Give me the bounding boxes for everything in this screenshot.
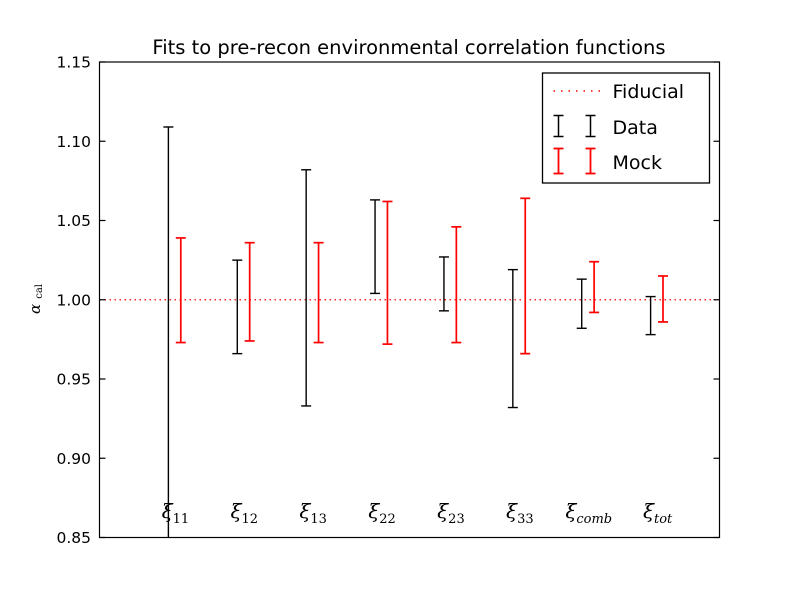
x-category-label-ξtot: ξtot bbox=[643, 499, 673, 527]
errorbar-mock-ξ11 bbox=[175, 237, 186, 344]
errorbar-data-ξ22 bbox=[370, 199, 381, 295]
x-label-subscript: comb bbox=[576, 512, 612, 527]
x-category-label-ξ13: ξ13 bbox=[299, 499, 327, 527]
x-label-subscript: 12 bbox=[242, 512, 259, 527]
errorbar-data-ξcomb bbox=[576, 278, 587, 329]
errorbar-data-ξ33 bbox=[507, 268, 518, 409]
legend-label-mock: Mock bbox=[613, 152, 662, 174]
legend-label-data: Data bbox=[613, 117, 658, 139]
errorbar-mock-ξ13 bbox=[313, 241, 324, 344]
y-axis-label: α cal bbox=[25, 284, 45, 314]
y-tick-label: 1.15 bbox=[56, 54, 91, 72]
errorbar-data-ξ13 bbox=[301, 169, 312, 407]
legend-entry-fiducial: Fiducial bbox=[553, 81, 685, 103]
y-axis-label-subscript: cal bbox=[34, 284, 45, 299]
y-tick-label: 0.90 bbox=[56, 450, 91, 468]
legend-label-fiducial: Fiducial bbox=[613, 81, 685, 103]
errorbar-mock-ξ23 bbox=[451, 225, 462, 344]
errorbar-mock-ξ12 bbox=[244, 241, 255, 342]
errorbar-mock-ξtot bbox=[658, 275, 669, 323]
y-tick-label: 0.95 bbox=[56, 371, 91, 389]
x-category-label-ξ33: ξ33 bbox=[506, 499, 534, 527]
x-label-symbol: ξ bbox=[162, 499, 174, 523]
x-category-label-ξ12: ξ12 bbox=[230, 499, 258, 527]
x-label-symbol: ξ bbox=[643, 499, 655, 523]
x-label-symbol: ξ bbox=[299, 499, 311, 523]
y-tick-label: 0.85 bbox=[56, 529, 91, 547]
x-category-label-ξ23: ξ23 bbox=[437, 499, 465, 527]
legend-entry-mock: Mock bbox=[553, 147, 662, 175]
x-label-symbol: ξ bbox=[565, 499, 577, 523]
x-category-label-ξcomb: ξcomb bbox=[565, 499, 612, 527]
x-category-label-ξ11: ξ11 bbox=[162, 499, 190, 527]
x-label-symbol: ξ bbox=[506, 499, 518, 523]
errorbar-data-ξ11 bbox=[163, 126, 174, 538]
errorbar-mock-ξ22 bbox=[382, 200, 393, 345]
errorbar-data-ξ12 bbox=[232, 259, 243, 355]
x-label-subscript: 22 bbox=[379, 512, 396, 527]
x-label-subscript: 13 bbox=[310, 512, 327, 527]
y-axis-label-symbol: α bbox=[26, 304, 44, 314]
x-label-subscript: 33 bbox=[517, 512, 534, 527]
errorbar-mock-ξcomb bbox=[589, 260, 600, 314]
errorbar-data-ξ23 bbox=[438, 256, 449, 312]
x-label-subscript: 23 bbox=[448, 512, 465, 527]
y-tick-label: 1.00 bbox=[56, 291, 91, 309]
legend-entry-data: Data bbox=[553, 114, 658, 139]
x-label-symbol: ξ bbox=[437, 499, 449, 523]
y-tick-label: 1.10 bbox=[56, 133, 91, 151]
y-tick-label: 1.05 bbox=[56, 212, 91, 230]
x-label-symbol: ξ bbox=[368, 499, 380, 523]
x-label-subscript: tot bbox=[654, 512, 673, 527]
x-category-label-ξ22: ξ22 bbox=[368, 499, 396, 527]
legend-box bbox=[541, 72, 711, 184]
x-label-symbol: ξ bbox=[230, 499, 242, 523]
x-label-subscript: 11 bbox=[173, 512, 190, 527]
errorbar-mock-ξ33 bbox=[520, 197, 531, 355]
chart-title: Fits to pre-recon environmental correlat… bbox=[152, 36, 665, 59]
errorbar-data-ξtot bbox=[645, 295, 656, 336]
